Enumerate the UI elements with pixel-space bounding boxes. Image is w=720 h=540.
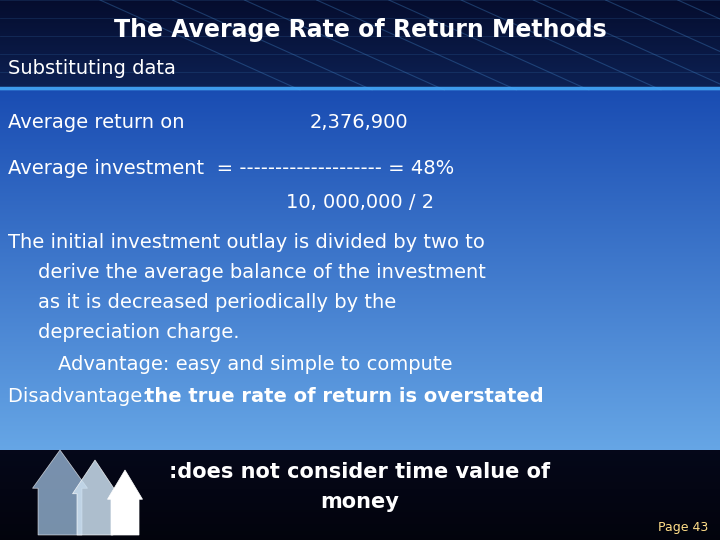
Text: Average return on: Average return on — [8, 112, 184, 132]
Text: 2,376,900: 2,376,900 — [310, 112, 409, 132]
Polygon shape — [73, 460, 117, 535]
Text: The initial investment outlay is divided by two to: The initial investment outlay is divided… — [8, 233, 485, 252]
Text: the true rate of return is overstated: the true rate of return is overstated — [145, 388, 544, 407]
Text: derive the average balance of the investment: derive the average balance of the invest… — [38, 262, 486, 281]
Text: depreciation charge.: depreciation charge. — [38, 322, 240, 341]
Text: Average investment  = -------------------- = 48%: Average investment = -------------------… — [8, 159, 454, 178]
Text: Advantage: easy and simple to compute: Advantage: easy and simple to compute — [58, 355, 452, 375]
Text: Substituting data: Substituting data — [8, 59, 176, 78]
Text: Page 43: Page 43 — [658, 522, 708, 535]
Polygon shape — [107, 470, 143, 535]
Polygon shape — [32, 450, 88, 535]
Text: as it is decreased periodically by the: as it is decreased periodically by the — [38, 293, 396, 312]
Text: Disadvantage:: Disadvantage: — [8, 388, 155, 407]
Text: 10, 000,000 / 2: 10, 000,000 / 2 — [286, 192, 434, 212]
Text: :does not consider time value of: :does not consider time value of — [169, 462, 551, 482]
Text: money: money — [320, 492, 400, 512]
Text: The Average Rate of Return Methods: The Average Rate of Return Methods — [114, 18, 606, 42]
